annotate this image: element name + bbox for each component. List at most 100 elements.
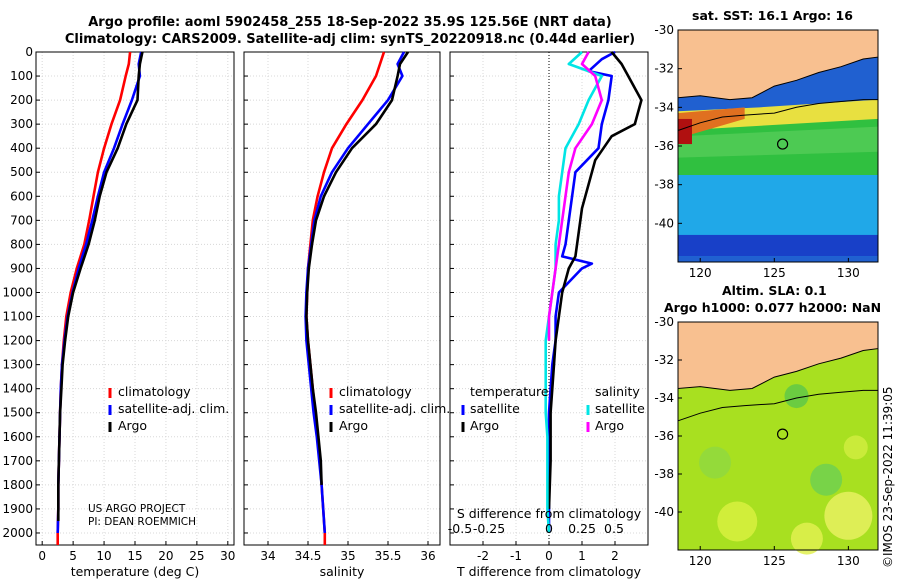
y-tick-label: 800 <box>10 237 33 251</box>
map-y-tick-label: -40 <box>654 505 674 519</box>
sst-band-orange <box>678 107 745 139</box>
x-tick-label: 5 <box>69 549 77 563</box>
map-x-tick-label: 125 <box>763 266 786 280</box>
annotation-pi: PI: DEAN ROEMMICH <box>88 516 196 528</box>
map-y-tick-label: -38 <box>654 178 674 192</box>
x-axis-label: temperature (deg C) <box>71 564 200 579</box>
legend-label: Argo <box>118 418 147 433</box>
secondary-tick-label: 0.5 <box>604 521 624 536</box>
sla-blob <box>790 522 823 555</box>
legend-label: satellite-adj. clim. <box>339 401 450 416</box>
legend-title-salinity: salinity <box>595 384 640 399</box>
y-tick-label: 0 <box>25 45 33 59</box>
series-line-2 <box>56 51 144 521</box>
difference-panel: -2 -1 0 1 2T difference from climatology temp… <box>448 50 649 579</box>
x-tick-label: 2 <box>611 549 619 563</box>
legend-label: climatology <box>339 384 412 399</box>
secondary-tick-label: 0 <box>545 521 553 536</box>
secondary-tick-label: -0.25 <box>473 521 505 536</box>
timestamp-text: ©IMOS 23-Sep-2022 11:39:05 <box>881 386 895 568</box>
sst-map-panel: 120 125 130 -30 -32 -34 -36 -38 -40 <box>654 23 879 280</box>
secondary-axis-label: S difference from climatology <box>457 506 642 521</box>
x-tick-label: 0 <box>38 549 46 563</box>
secondary-tick-label: -0.5 <box>448 521 472 536</box>
y-tick-label: 1200 <box>2 334 33 348</box>
annotation-project: US ARGO PROJECT <box>88 503 186 515</box>
map-y-tick-label: -38 <box>654 467 674 481</box>
map-y-tick-label: -40 <box>654 216 674 230</box>
map-y-tick-label: -32 <box>654 62 674 76</box>
map-y-tick-label: -30 <box>654 315 674 329</box>
map-y-tick-label: -36 <box>654 429 674 443</box>
map-y-tick-label: -30 <box>654 23 674 37</box>
x-tick-label: 35 <box>340 549 355 563</box>
map-x-tick-label: 130 <box>837 266 860 280</box>
sla-map-title-2: Argo h1000: 0.077 h2000: NaN <box>664 300 882 315</box>
x-tick-label: 1 <box>578 549 586 563</box>
map-x-tick-label: 125 <box>763 554 786 568</box>
series-line-1 <box>547 51 643 509</box>
x-tick-label: 0 <box>545 549 553 563</box>
y-tick-label: 200 <box>10 93 33 107</box>
x-tick-label: -2 <box>477 549 489 563</box>
temperature-panel: 0 5 10 15 20 25 300100200300400500600700800900… <box>2 45 235 579</box>
map-x-tick-label: 120 <box>689 266 712 280</box>
legend-label: satellite <box>470 401 520 416</box>
y-tick-label: 300 <box>10 117 33 131</box>
shelf-contour <box>677 99 878 131</box>
y-tick-label: 600 <box>10 189 33 203</box>
series-line-2 <box>305 51 410 485</box>
sla-blob <box>717 501 758 542</box>
sst-band-deep-blue <box>678 234 878 257</box>
float-marker <box>776 138 789 150</box>
sst-warm-patch <box>678 118 692 145</box>
x-tick-label: 36 <box>420 549 435 563</box>
y-tick-label: 2000 <box>2 526 33 540</box>
float-marker <box>776 428 789 440</box>
sla-blob <box>843 435 868 460</box>
series-line-3 <box>547 51 604 341</box>
y-tick-label: 1100 <box>2 310 33 324</box>
x-tick-label: 35.5 <box>375 549 402 563</box>
timestamp-label: ©IMOS 23-Sep-2022 11:39:05 <box>881 386 895 568</box>
secondary-tick-label: 0.25 <box>568 521 596 536</box>
y-tick-label: 1900 <box>2 502 33 516</box>
y-tick-label: 1300 <box>2 358 33 372</box>
legend-label: Argo <box>470 418 499 433</box>
sla-map-panel: 120 125 130 -30 -32 -34 -36 -38 -40 <box>654 315 879 568</box>
map-y-tick-label: -34 <box>654 391 674 405</box>
x-tick-label: -1 <box>510 549 522 563</box>
title-line-1: Argo profile: aoml 5902458_255 18-Sep-20… <box>88 15 612 30</box>
map-x-tick-label: 120 <box>689 554 712 568</box>
y-tick-label: 1700 <box>2 454 33 468</box>
x-tick-label: 15 <box>127 549 142 563</box>
legend-label: satellite <box>595 401 645 416</box>
y-tick-label: 900 <box>10 261 33 275</box>
sla-blob <box>810 463 843 496</box>
x-tick-label: 34.5 <box>295 549 322 563</box>
y-tick-label: 700 <box>10 213 33 227</box>
y-tick-label: 100 <box>10 69 33 83</box>
title-line-2: Climatology: CARS2009. Satellite-adj cli… <box>64 32 636 47</box>
y-tick-label: 1500 <box>2 406 33 420</box>
sla-map-title-1: Altim. SLA: 0.1 <box>722 283 827 298</box>
legend-label: climatology <box>118 384 191 399</box>
x-axis-label: T difference from climatology <box>456 564 642 579</box>
sla-blob <box>824 491 873 540</box>
x-tick-label: 10 <box>96 549 111 563</box>
map-y-tick-label: -34 <box>654 100 674 114</box>
salinity-panel: 34 34.5 35 35.5 36 salinity climatology satelli… <box>243 51 450 579</box>
shelf-contour <box>677 389 878 422</box>
x-axis-label: salinity <box>320 564 365 579</box>
map-y-tick-label: -36 <box>654 139 674 153</box>
y-tick-label: 1800 <box>2 478 33 492</box>
x-tick-label: 25 <box>189 549 204 563</box>
sst-map-title: sat. SST: 16.1 Argo: 16 <box>692 8 853 23</box>
x-tick-label: 34 <box>260 549 275 563</box>
series-line-0 <box>56 51 132 545</box>
x-tick-label: 20 <box>158 549 173 563</box>
legend-label: Argo <box>595 418 624 433</box>
y-tick-label: 1600 <box>2 430 33 444</box>
y-tick-label: 1400 <box>2 382 33 396</box>
